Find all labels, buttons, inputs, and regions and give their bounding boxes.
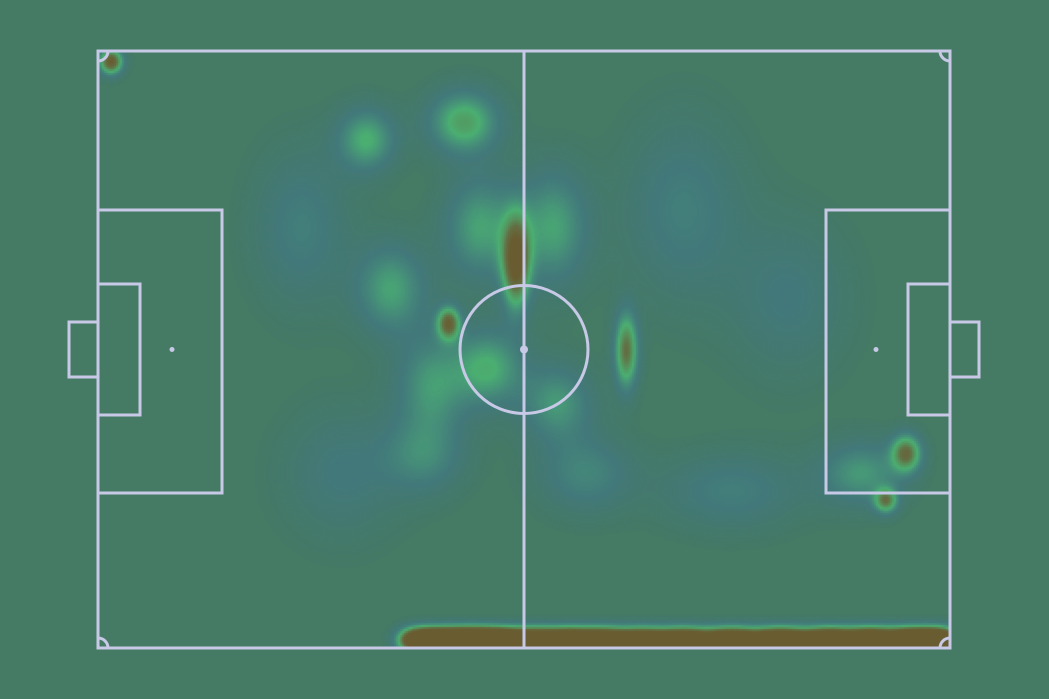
corner-arc-top-left <box>97 50 110 63</box>
corner-arc-top-right <box>938 50 951 63</box>
right-goal <box>948 320 981 379</box>
pitch-markings <box>67 49 981 650</box>
centre-spot <box>520 345 528 354</box>
left-goal <box>67 320 100 379</box>
right-penalty-spot <box>873 347 879 352</box>
corner-arc-bottom-right <box>938 636 951 649</box>
corner-arc-bottom-left <box>97 636 110 649</box>
left-penalty-spot <box>169 347 175 352</box>
centre-circle <box>458 284 590 415</box>
